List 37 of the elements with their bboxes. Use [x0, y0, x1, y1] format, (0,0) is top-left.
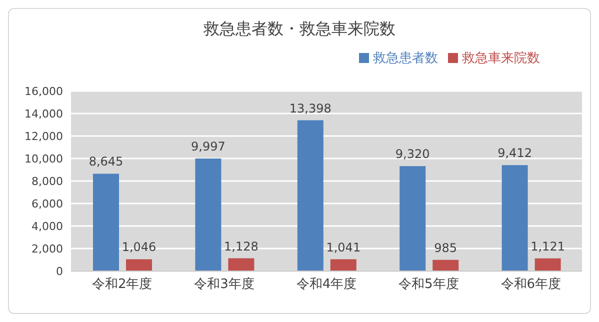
x-tick-label: 令和3年度 — [194, 276, 254, 292]
data-label: 1,046 — [122, 240, 156, 254]
y-tick-label: 6,000 — [32, 197, 63, 210]
chart-title: 救急患者数・救急車来院数 — [202, 19, 396, 40]
x-tick-label: 令和6年度 — [500, 276, 562, 292]
bar — [126, 259, 152, 271]
bar — [195, 158, 222, 271]
data-label: 985 — [434, 240, 458, 255]
y-tick-label: 16,000 — [24, 84, 63, 98]
x-tick-label: 令和5年度 — [398, 276, 459, 292]
y-tick-label: 10,000 — [24, 152, 63, 166]
y-tick-label: 12,000 — [24, 130, 63, 143]
x-tick-label: 令和2年度 — [92, 276, 152, 292]
data-label: 9,320 — [395, 147, 430, 162]
data-label: 1,041 — [326, 240, 361, 254]
bar — [432, 260, 459, 271]
legend-label: 救急車来院数 — [462, 51, 540, 66]
data-label: 9,412 — [498, 146, 532, 160]
data-label: 9,997 — [191, 140, 226, 154]
data-label: 1,128 — [224, 239, 258, 254]
x-tick-label: 令和4年度 — [296, 276, 357, 292]
legend-label: 救急患者数 — [373, 51, 438, 66]
y-tick-label: 8,000 — [32, 174, 63, 188]
data-label: 8,645 — [88, 154, 124, 169]
y-tick-label: 0 — [56, 264, 63, 278]
y-tick-label: 14,000 — [24, 107, 63, 120]
y-tick-label: 4,000 — [32, 220, 63, 233]
bar — [93, 174, 119, 271]
data-label: 13,398 — [289, 101, 332, 116]
bar — [534, 258, 561, 271]
data-label: 1,121 — [530, 239, 565, 254]
bar — [502, 165, 528, 271]
y-tick-label: 2,000 — [32, 242, 63, 256]
bar — [400, 166, 426, 271]
bar — [330, 259, 356, 271]
bar — [297, 120, 324, 271]
bar — [228, 258, 254, 271]
